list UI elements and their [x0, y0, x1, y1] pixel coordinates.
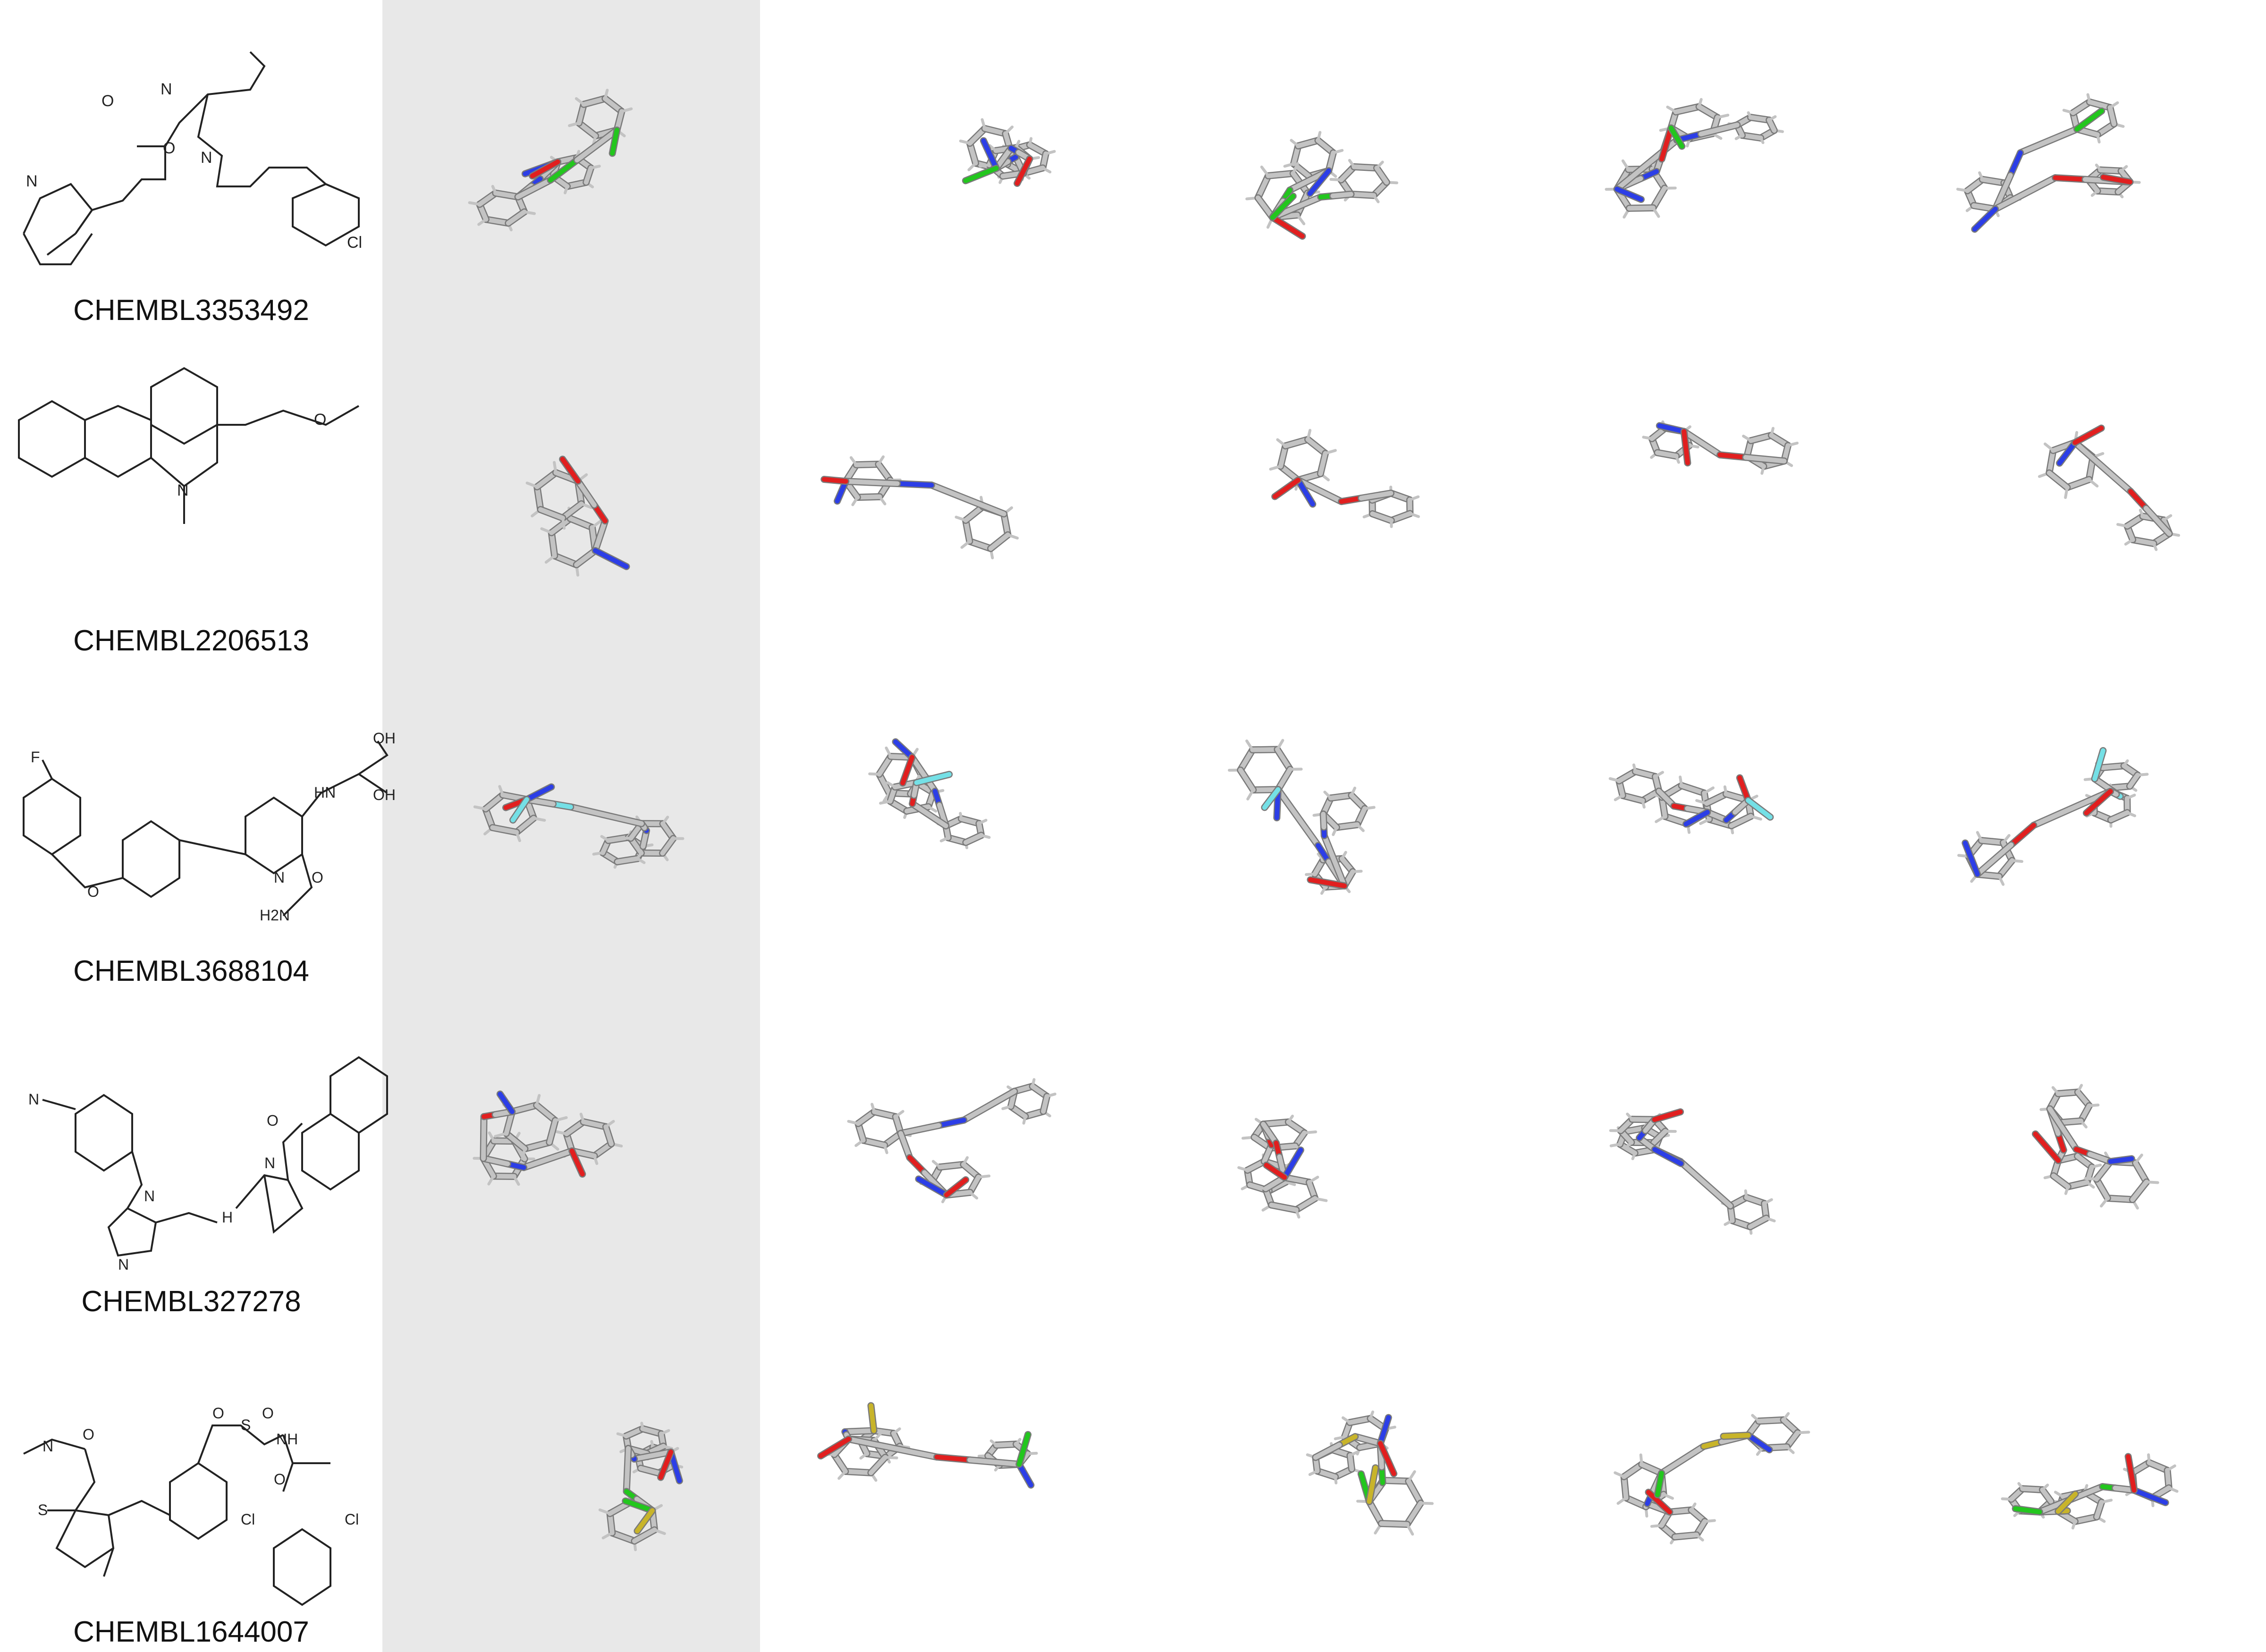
conformer-2-3 — [1269, 429, 1420, 528]
conformer-2-2 — [820, 455, 1019, 560]
structure-2d-row-2 — [18, 367, 359, 524]
atom-label: OH — [373, 730, 396, 747]
atoms-2d-row-1: O N O N N Cl — [26, 80, 362, 252]
atom-label: N — [161, 80, 172, 98]
compound-label: CHEMBL3688104 — [73, 955, 309, 987]
conformer-3-2 — [868, 738, 991, 850]
atom-label: OH — [373, 786, 396, 803]
reference-column-background — [382, 0, 760, 1652]
conformer-1-3 — [1245, 131, 1398, 240]
conformer-1-5 — [1956, 93, 2141, 233]
atom-label: O — [267, 1112, 279, 1129]
atom-label: Cl — [347, 234, 362, 252]
atom-label: O — [83, 1426, 94, 1443]
atom-label: N — [42, 1438, 53, 1455]
conformer-5-3 — [1306, 1410, 1434, 1536]
atom-label: O — [87, 883, 99, 900]
conformer-renders — [468, 89, 2181, 1551]
atom-label: O — [274, 1471, 286, 1488]
atom-label: O — [163, 139, 175, 157]
compound-label: CHEMBL3353492 — [73, 294, 309, 327]
conformer-3-5 — [1957, 747, 2149, 886]
conformer-4-3 — [1237, 1114, 1328, 1219]
atom-label: N — [26, 172, 38, 190]
atom-label: N — [118, 1256, 129, 1273]
structure-2d-row-4 — [42, 1056, 388, 1257]
atom-label: N — [177, 481, 189, 499]
conformer-3-1 — [473, 783, 685, 869]
atom-label: O — [312, 869, 323, 886]
compound-label: CHEMBL1644007 — [73, 1616, 309, 1648]
conformer-1-4 — [1605, 98, 1784, 219]
atom-label: NH — [276, 1431, 298, 1448]
atom-label: N — [28, 1091, 39, 1108]
conformer-4-5 — [2032, 1084, 2159, 1210]
conformer-2-4 — [1642, 420, 1799, 475]
atom-label: HN — [314, 784, 336, 801]
conformer-1-1 — [468, 89, 633, 232]
conformer-4-2 — [847, 1078, 1057, 1204]
atom-label: H2N — [260, 907, 290, 924]
atom-label: N — [201, 149, 212, 167]
structure-2d-row-3 — [23, 740, 389, 917]
atom-label: Cl — [345, 1511, 359, 1528]
compound-label: CHEMBL2206513 — [73, 624, 309, 657]
atom-label: S — [241, 1416, 251, 1433]
atom-label: O — [314, 411, 326, 429]
conformer-5-5 — [2001, 1453, 2179, 1530]
atom-label: N — [274, 869, 285, 886]
atom-label: H — [222, 1209, 233, 1226]
conformer-4-4 — [1609, 1108, 1776, 1235]
atom-label: S — [38, 1501, 48, 1518]
conformer-1-2 — [959, 118, 1056, 187]
atoms-2d-row-2: O N — [177, 411, 326, 499]
atom-label: Cl — [241, 1511, 255, 1528]
conformer-5-1 — [598, 1422, 684, 1551]
structure-2d-row-5 — [23, 1424, 331, 1606]
atoms-2d-row-4: N N N H N O — [28, 1091, 279, 1273]
atom-label: O — [212, 1405, 224, 1422]
conformer-5-2 — [817, 1402, 1038, 1489]
atoms-2d-row-5: O N S O S O NH O Cl Cl — [38, 1405, 359, 1528]
atom-label: O — [101, 92, 114, 110]
atom-label: N — [144, 1188, 155, 1205]
conformer-2-1 — [525, 455, 630, 577]
conformer-3-3 — [1227, 739, 1376, 895]
atoms-2d-row-3: F O N HN OH OH O H2N — [31, 730, 396, 924]
atom-label: O — [262, 1405, 274, 1422]
conformer-4-1 — [473, 1090, 623, 1186]
structure-2d-row-1 — [23, 51, 360, 265]
compound-label: CHEMBL327278 — [81, 1285, 301, 1318]
atom-label: N — [264, 1155, 275, 1172]
conformer-5-4 — [1614, 1412, 1810, 1545]
conformer-2-5 — [2038, 424, 2181, 551]
atom-label: F — [31, 749, 40, 766]
conformer-3-4 — [1608, 763, 1774, 834]
